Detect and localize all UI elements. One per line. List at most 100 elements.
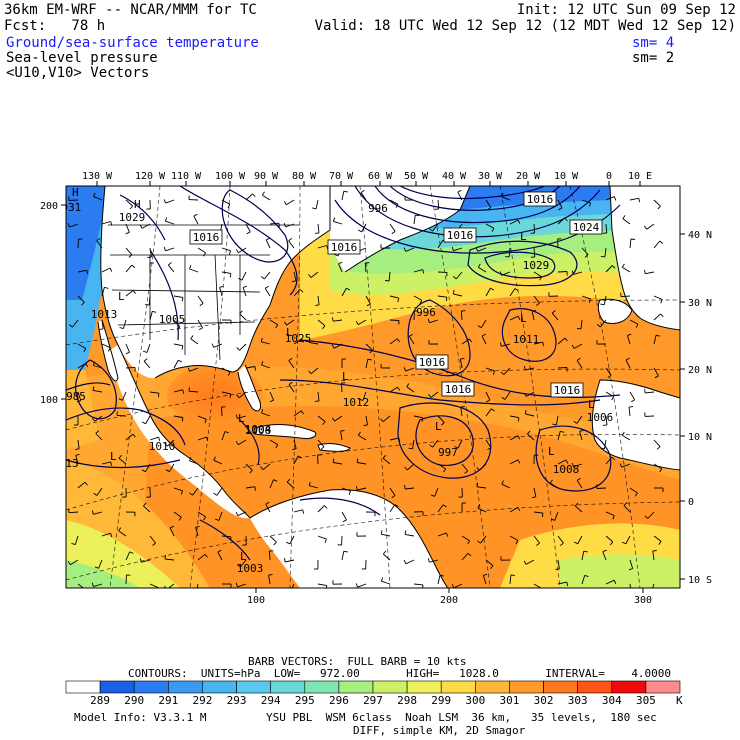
wind-barb-feather: [628, 568, 633, 571]
wind-barb: [437, 240, 444, 249]
wind-barb: [557, 217, 566, 225]
wind-barb-feather: [656, 446, 661, 450]
wind-barb-feather: [314, 400, 320, 402]
longitude-label: 120 W: [135, 171, 166, 182]
field-slp-label: Sea-level pressure: [6, 50, 158, 66]
wind-barb: [485, 408, 492, 417]
wind-barb: [405, 367, 415, 372]
isobar-value: 1016: [419, 356, 446, 369]
wind-barb-feather: [261, 361, 264, 366]
wind-barb-feather: [355, 486, 358, 491]
wind-barb: [213, 343, 223, 348]
wind-barb: [269, 319, 278, 325]
wind-barb: [628, 407, 631, 417]
wind-barb: [333, 319, 343, 322]
wind-barb-feather: [119, 327, 124, 330]
wind-barb: [525, 367, 535, 371]
wind-barb: [149, 535, 156, 544]
wind-barb: [262, 194, 271, 201]
wind-barb: [164, 558, 175, 561]
wind-barb: [485, 223, 495, 229]
wind-barb-feather: [343, 190, 348, 193]
wind-barb-feather: [558, 207, 563, 211]
isobar-value: 1013: [91, 308, 118, 321]
wind-barb-feather: [246, 231, 251, 235]
wind-barb: [509, 415, 519, 419]
isobar-value: 13: [65, 457, 78, 470]
wind-barb-feather: [163, 199, 167, 204]
wind-barb: [169, 463, 175, 472]
colorbar-swatch: [474, 680, 510, 694]
wind-barb-feather: [157, 393, 160, 398]
wind-barb: [509, 219, 519, 225]
wind-barb: [653, 335, 657, 345]
wind-barb-feather: [427, 318, 430, 323]
wind-barb-feather: [91, 417, 96, 422]
colorbar-tick-label: 291: [158, 694, 178, 707]
colorbar-tick-label: 301: [499, 694, 519, 707]
isobar-value: 985: [66, 390, 86, 403]
wind-barb: [242, 287, 247, 297]
wind-barb-feather: [326, 245, 329, 250]
wind-barb-feather: [187, 367, 191, 372]
wind-barb: [477, 247, 487, 252]
wind-barb: [406, 463, 415, 471]
longitude-label: 70 W: [329, 171, 354, 182]
wind-barb-feather: [477, 325, 482, 329]
wind-barb-feather: [118, 398, 123, 401]
wind-barb-feather: [314, 232, 320, 234]
wind-barb-feather: [652, 550, 657, 552]
wind-barb: [173, 389, 183, 393]
wind-barb: [317, 319, 326, 327]
wind-barb: [557, 559, 560, 569]
wind-barb: [221, 535, 232, 538]
wind-barb: [453, 583, 463, 588]
wind-barb-feather: [380, 418, 384, 422]
wind-barb: [533, 511, 543, 514]
wind-barb: [620, 295, 631, 298]
wind-barb: [625, 535, 631, 545]
wind-barb: [605, 579, 615, 585]
wind-barb-feather: [628, 406, 634, 408]
wind-barb-feather: [517, 219, 521, 224]
wind-barb-feather: [477, 263, 481, 268]
wind-barb-feather: [189, 265, 192, 270]
wind-barb-feather: [227, 204, 231, 209]
frame-ticks: [61, 181, 685, 593]
isobar-label-box: [550, 382, 584, 398]
wind-barb: [291, 583, 295, 588]
wind-barb-feather: [228, 250, 232, 255]
wind-barb: [96, 240, 103, 249]
wind-barb-feather: [180, 490, 183, 495]
wind-barb: [629, 197, 639, 201]
wind-barb: [389, 487, 396, 496]
wind-barb-feather: [217, 549, 222, 553]
wind-barb-feather: [190, 335, 194, 339]
wind-barb: [165, 247, 175, 252]
wind-barb: [118, 457, 127, 465]
wind-barb: [581, 199, 591, 204]
wind-barb: [93, 365, 103, 369]
wind-barb: [241, 271, 247, 281]
wind-barb-feather: [517, 459, 521, 464]
wind-barb-feather: [203, 252, 206, 257]
wind-barb: [315, 199, 319, 209]
wind-barb-feather: [346, 287, 351, 291]
wind-barb: [357, 462, 367, 465]
wind-barb-feather: [235, 441, 239, 445]
wind-barb: [408, 336, 415, 345]
wind-barb: [382, 457, 391, 465]
wind-barb: [238, 247, 247, 254]
wind-barb: [68, 199, 79, 201]
colorbar-swatch: [99, 680, 135, 694]
wind-barb-feather: [501, 396, 506, 400]
wind-barb-feather: [178, 359, 183, 363]
wind-barb: [525, 391, 535, 397]
wind-barb: [605, 367, 612, 376]
wind-barb-feather: [86, 270, 89, 275]
wind-barb-feather: [551, 310, 556, 314]
wind-barb: [485, 367, 495, 372]
coastlines: [97, 186, 680, 588]
wind-barb: [460, 407, 463, 417]
low-pressure-marker: L: [548, 445, 555, 458]
